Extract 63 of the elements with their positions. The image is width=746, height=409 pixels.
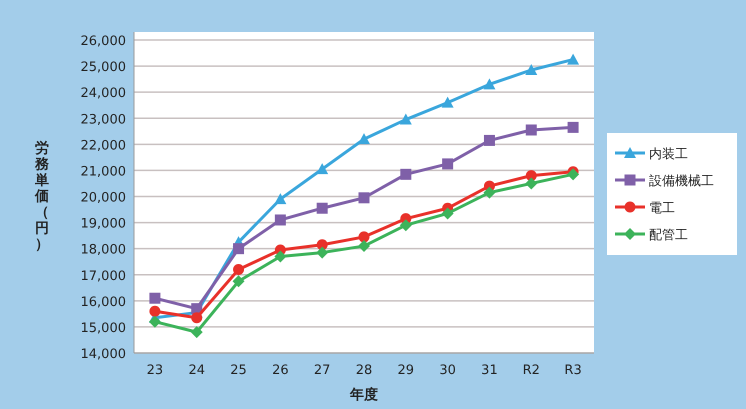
point xyxy=(400,168,412,180)
point xyxy=(358,240,370,252)
point xyxy=(442,96,454,108)
y-axis-title: 労務単価（円） xyxy=(34,140,50,252)
y-tick-label: 25,000 xyxy=(80,60,126,76)
point xyxy=(274,250,286,262)
point xyxy=(567,54,580,65)
legend-label: 内装工 xyxy=(649,147,688,162)
x-tick-label: 29 xyxy=(398,363,414,378)
point xyxy=(232,275,245,288)
point xyxy=(567,168,580,180)
point xyxy=(483,78,496,90)
point xyxy=(191,312,202,324)
x-tick-label: 26 xyxy=(272,363,289,378)
y-tick-label: 21,000 xyxy=(80,164,126,180)
y-tick-label: 24,000 xyxy=(80,86,126,102)
y-tick-label: 15,000 xyxy=(80,320,126,336)
point xyxy=(442,158,454,170)
y-tick-label: 22,000 xyxy=(80,138,126,154)
legend-label: 設備機械工 xyxy=(649,174,714,189)
y-tick-label: 18,000 xyxy=(80,242,126,258)
point xyxy=(568,122,579,133)
point xyxy=(358,133,370,144)
point xyxy=(400,219,412,232)
legend-label: 配管工 xyxy=(649,228,688,243)
point xyxy=(190,326,203,338)
point xyxy=(149,292,160,304)
point xyxy=(525,64,538,75)
point xyxy=(274,193,286,204)
x-tick-label: R3 xyxy=(564,363,582,378)
y-tick-label: 17,000 xyxy=(80,268,126,284)
x-tick-label: 24 xyxy=(188,363,205,378)
y-tick-label: 23,000 xyxy=(80,112,126,128)
x-tick-label: R2 xyxy=(522,363,540,378)
point xyxy=(316,246,328,259)
point xyxy=(400,114,412,125)
point xyxy=(274,214,286,226)
x-tick-label: 23 xyxy=(146,363,164,378)
x-tick-label: 31 xyxy=(481,363,498,378)
point xyxy=(483,186,496,199)
x-axis-title: 年度 xyxy=(349,386,378,403)
y-tick-label: 20,000 xyxy=(80,190,126,206)
y-tick-label: 26,000 xyxy=(80,34,126,49)
point xyxy=(358,231,370,242)
point xyxy=(358,192,370,204)
y-tick-label: 19,000 xyxy=(80,216,126,232)
point xyxy=(484,134,495,146)
x-tick-label: 28 xyxy=(356,363,372,378)
point xyxy=(316,163,328,174)
point xyxy=(442,207,454,220)
point xyxy=(148,316,161,328)
y-tick-label: 14,000 xyxy=(80,347,126,362)
y-tick-label: 16,000 xyxy=(80,294,126,310)
point xyxy=(149,306,160,317)
point xyxy=(233,243,244,254)
point xyxy=(526,124,537,136)
point xyxy=(316,202,328,214)
legend-label: 電工 xyxy=(649,201,675,216)
x-tick-label: 30 xyxy=(439,363,456,378)
point xyxy=(525,177,538,190)
point xyxy=(233,264,244,276)
x-tick-label: 25 xyxy=(230,363,247,378)
x-tick-label: 27 xyxy=(314,363,330,378)
